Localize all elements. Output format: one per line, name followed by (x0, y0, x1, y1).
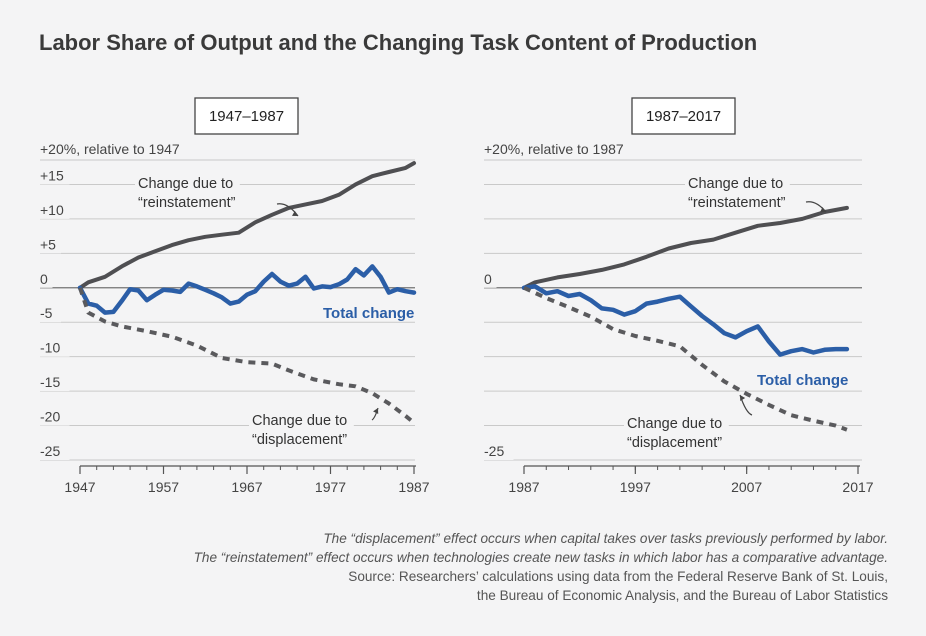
annotation-reinstatement-arrowhead (292, 210, 298, 216)
y-tick-label: -25 (484, 443, 504, 459)
y-tick-label: 0 (484, 271, 492, 287)
annotation-reinstatement-bg (685, 174, 790, 192)
panel-1987-2017: 1987 1997 2007 2017 0 -25 +20%, relative to 19… (482, 97, 874, 495)
y-tick-bg (482, 442, 514, 460)
x-tick-label: 2007 (731, 479, 762, 495)
series-reinstatement-line (78, 161, 416, 290)
annotation-total-change: Total change (757, 372, 848, 389)
annotation-displacement-line: “displacement” (252, 432, 347, 448)
annotation-reinstatement-line: “reinstatement” (688, 195, 786, 211)
annotation-displacement-line: Change due to (252, 413, 347, 429)
series-total-line (521, 284, 850, 357)
series-displacement-line (78, 287, 416, 425)
source-line-2: the Bureau of Economic Analysis, and the… (476, 588, 888, 603)
y-tick-bg (38, 304, 61, 323)
y-tick-bg (38, 235, 61, 254)
y-tick-label: -15 (40, 374, 60, 390)
x-tick-label: 1977 (315, 479, 346, 495)
annotation-reinstatement-bg (135, 193, 255, 211)
y-tick-label: -10 (40, 340, 60, 356)
y-tick-label: +10 (40, 202, 64, 218)
y-tick-bg (38, 166, 70, 185)
panel-label: 1947–1987 (209, 108, 284, 125)
annotation-displacement-bg (249, 411, 354, 429)
y-tick-bg (38, 200, 70, 219)
annotation-displacement-arrowhead (373, 408, 379, 414)
chart-title: Labor Share of Output and the Changing T… (39, 30, 758, 55)
y-tick-bg (38, 338, 70, 357)
x-tick-label: 1947 (64, 479, 95, 495)
y-axis-label: +20%, relative to 1987 (484, 141, 624, 157)
y-tick-bg (38, 442, 70, 460)
annotation-reinstatement-bg (685, 193, 805, 211)
y-tick-bg (482, 269, 497, 288)
annotation-displacement-line: Change due to (627, 416, 722, 432)
annotation-reinstatement-line: Change due to (688, 176, 783, 192)
panel-label: 1987–2017 (646, 108, 721, 125)
annotation-total-change: Total change (323, 305, 414, 322)
y-tick-label: 0 (40, 271, 48, 287)
panel-label-box (631, 97, 736, 135)
series-total-line (77, 264, 417, 315)
y-tick-label: +15 (40, 167, 64, 183)
x-tick-label: 1997 (620, 479, 651, 495)
y-tick-bg (38, 269, 53, 288)
panel-1947-1987: 1947 1957 1967 1977 1987 +15 +10 +5 0 -5 -10 -15 -20… (38, 97, 430, 495)
series-reinstatement-line (522, 205, 849, 290)
panel-label-box (194, 97, 299, 135)
chart-notes: The “displacement” effect occurs when ca… (194, 529, 888, 605)
series-displacement-line (523, 285, 848, 432)
x-tick-label: 1967 (231, 479, 262, 495)
annotation-displacement-bg (624, 433, 737, 451)
y-tick-label: +5 (40, 236, 56, 252)
annotation-displacement-bg (624, 414, 729, 432)
annotation-displacement-arrowhead (740, 395, 746, 401)
y-tick-label: -20 (40, 409, 60, 425)
x-tick-label: 2017 (842, 479, 873, 495)
x-tick-label: 1987 (508, 479, 539, 495)
annotation-reinstatement-line: Change due to (138, 176, 233, 192)
y-tick-bg (38, 373, 70, 392)
annotation-reinstatement-arrowhead (820, 207, 826, 213)
source-line-1: Source: Researchers’ calculations using … (348, 569, 888, 584)
annotation-reinstatement-line: “reinstatement” (138, 195, 236, 211)
note-reinstatement: The “reinstatement” effect occurs when t… (193, 550, 888, 565)
note-displacement: The “displacement” effect occurs when ca… (323, 531, 888, 546)
annotation-reinstatement-bg (135, 174, 240, 192)
annotation-displacement-bg (249, 430, 362, 448)
annotation-displacement-line: “displacement” (627, 435, 722, 451)
x-tick-label: 1957 (148, 479, 179, 495)
y-tick-label: -25 (40, 443, 60, 459)
y-axis-label: +20%, relative to 1947 (40, 141, 180, 157)
x-tick-label: 1987 (398, 479, 429, 495)
y-tick-bg (38, 407, 70, 426)
y-tick-label: -5 (40, 305, 53, 321)
